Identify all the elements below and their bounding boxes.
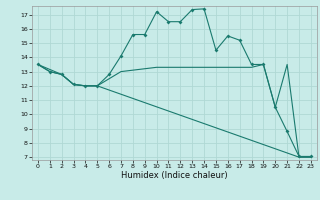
X-axis label: Humidex (Indice chaleur): Humidex (Indice chaleur) [121, 171, 228, 180]
